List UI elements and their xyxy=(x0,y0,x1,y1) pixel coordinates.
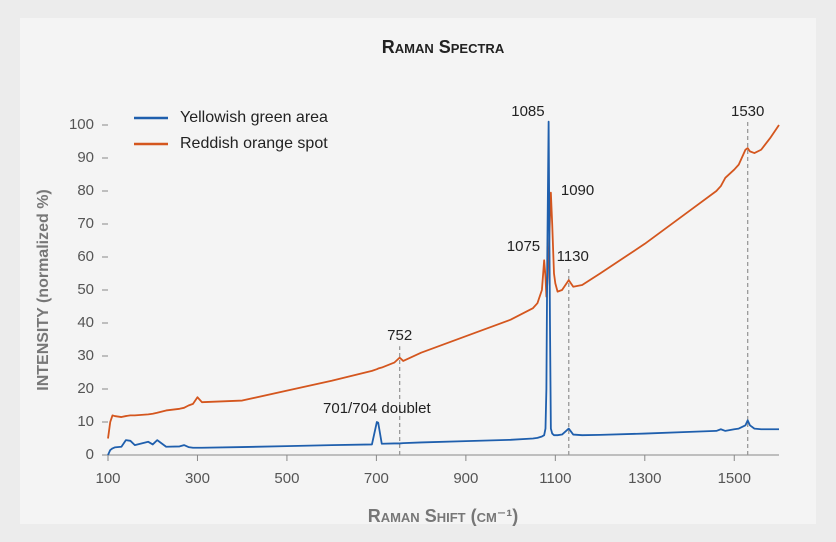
annotation: 701/704 doublet xyxy=(323,400,431,417)
annotation: 1090 xyxy=(561,182,594,199)
annotation: 1085 xyxy=(511,103,544,120)
x-tick-label: 1500 xyxy=(718,470,751,487)
annotation: 752 xyxy=(387,327,412,344)
y-tick-label: 50 xyxy=(77,281,94,298)
x-tick-label: 1100 xyxy=(539,470,571,487)
y-tick-label: 90 xyxy=(77,149,94,166)
y-tick-label: 10 xyxy=(77,413,94,430)
series-line xyxy=(107,120,779,456)
x-tick-label: 900 xyxy=(453,470,478,487)
x-tick-label: 700 xyxy=(364,470,389,487)
y-axis-label: INTENSITY (normalized %) xyxy=(35,189,52,391)
y-tick-label: 70 xyxy=(77,215,94,232)
y-tick-label: 20 xyxy=(77,380,94,397)
series-line xyxy=(107,124,780,439)
x-tick-label: 500 xyxy=(274,470,299,487)
y-tick-label: 100 xyxy=(69,116,94,133)
y-tick-label: 60 xyxy=(77,248,94,265)
legend-label: Yellowish green area xyxy=(180,109,328,126)
chart-title: Raman Spectra xyxy=(382,37,505,57)
panel xyxy=(20,18,816,524)
y-tick-label: 40 xyxy=(77,314,94,331)
legend-label: Reddish orange spot xyxy=(180,135,328,152)
annotation: 1530 xyxy=(731,103,764,120)
annotation: 1130 xyxy=(557,248,589,265)
x-axis-label: Raman Shift (cm⁻¹) xyxy=(368,506,519,526)
y-tick-label: 30 xyxy=(77,347,94,364)
y-tick-label: 0 xyxy=(86,446,94,463)
annotation: 1075 xyxy=(507,238,540,255)
x-tick-label: 1300 xyxy=(628,470,661,487)
x-tick-label: 300 xyxy=(185,470,210,487)
y-tick-label: 80 xyxy=(77,182,94,199)
x-tick-label: 100 xyxy=(95,470,120,487)
